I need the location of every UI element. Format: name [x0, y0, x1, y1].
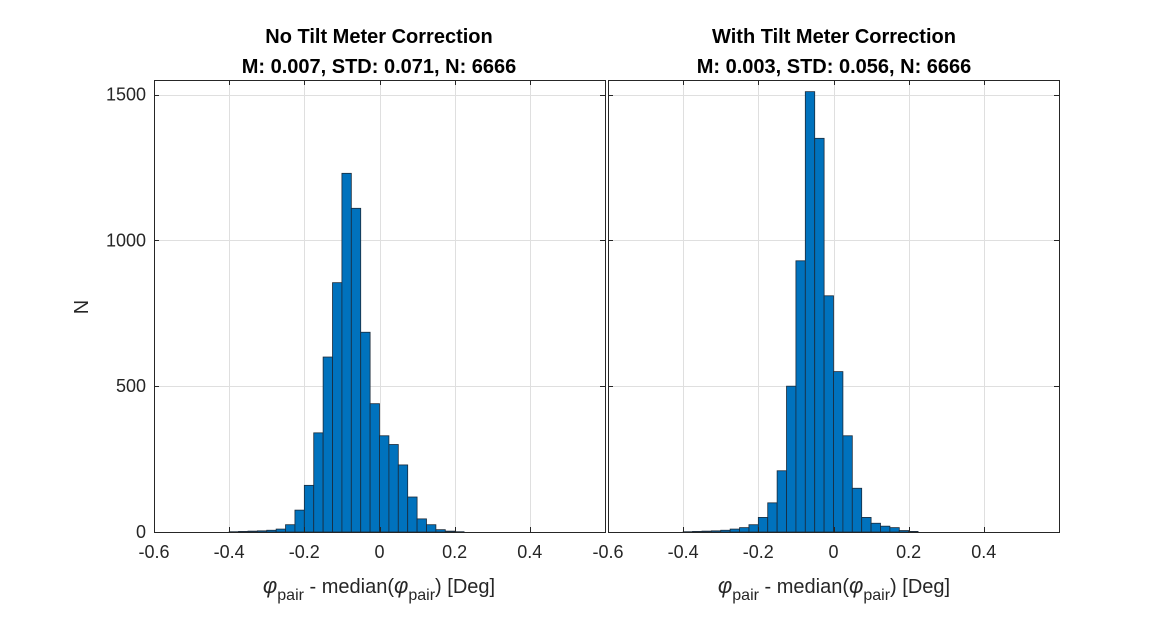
- left-histogram-bar: [444, 530, 456, 533]
- right-histogram-bar: [898, 530, 910, 533]
- left-histogram-bar: [416, 518, 427, 533]
- left-histogram-bar: [247, 530, 258, 533]
- left-histogram-bar: [275, 528, 286, 533]
- right-histogram-bar: [861, 517, 872, 533]
- left-histogram-bar: [397, 464, 409, 533]
- left-y-tick-label: 1000: [106, 230, 146, 250]
- left-y-tick-label: 500: [116, 376, 146, 396]
- right-histogram-bar: [786, 385, 797, 533]
- right-histogram-bar: [720, 529, 731, 533]
- left-histogram-bar: [426, 524, 437, 533]
- right-histogram-bar: [851, 487, 863, 533]
- left-title-line-1: No Tilt Meter Correction: [265, 26, 492, 48]
- left-histogram-bar: [435, 529, 446, 533]
- left-x-tick-label: 0.4: [517, 542, 542, 562]
- right-x-axis-label: φpair - median(φpair) [Deg]: [718, 573, 950, 604]
- left-y-tick-labels: 0 500 1000 1500: [106, 85, 146, 542]
- right-histogram-bar: [776, 470, 787, 533]
- right-x-tick-label: 0: [828, 542, 838, 562]
- left-histogram-bar: [350, 207, 362, 533]
- right-histogram-bar: [908, 531, 919, 533]
- right-histogram-bar: [692, 531, 703, 533]
- right-x-tick-label: -0.2: [743, 542, 774, 562]
- right-x-tick-label: -0.6: [592, 542, 623, 562]
- right-histogram-bar: [889, 527, 900, 533]
- right-histogram-bar: [795, 260, 806, 533]
- right-histogram-bar: [748, 524, 759, 533]
- right-histogram-bar: [729, 528, 740, 533]
- left-histogram-bar: [388, 444, 399, 533]
- right-histogram-bar: [814, 137, 825, 533]
- right-title-line-2: M: 0.003, STD: 0.056, N: 6666: [697, 56, 972, 78]
- left-ticks: [154, 80, 605, 533]
- right-histogram-bar: [880, 525, 891, 533]
- right-histogram-bar: [804, 91, 816, 533]
- left-histogram-bar: [369, 403, 380, 533]
- right-ticks: [608, 80, 1059, 533]
- left-x-tick-label: 0: [374, 542, 384, 562]
- right-histogram-bar: [842, 435, 853, 533]
- left-y-tick-label: 0: [136, 522, 146, 542]
- left-histogram-bar: [266, 529, 277, 533]
- left-histogram-bar: [360, 331, 371, 533]
- left-histogram-bar: [332, 282, 343, 533]
- left-histogram-bar: [303, 484, 315, 533]
- left-histogram-bar: [294, 509, 305, 533]
- left-histogram-bar: [238, 531, 249, 533]
- left-x-tick-label: 0.2: [442, 542, 467, 562]
- right-histogram-bar: [823, 295, 834, 533]
- left-histogram-bar: [285, 524, 296, 533]
- right-histogram-bar: [767, 502, 778, 533]
- right-histogram-bar: [870, 522, 881, 533]
- left-histogram-bar: [407, 496, 418, 533]
- left-x-tick-label: -0.2: [289, 542, 320, 562]
- left-histogram-bar: [341, 172, 352, 533]
- left-x-axis-label: φpair - median(φpair) [Deg]: [263, 573, 495, 604]
- left-x-tick-label: -0.6: [138, 542, 169, 562]
- right-title-line-1: With Tilt Meter Correction: [712, 26, 956, 48]
- right-histogram-bar: [757, 517, 769, 533]
- left-histogram-bar: [313, 432, 324, 533]
- right-histogram-bar: [833, 371, 844, 533]
- left-histogram-bar: [322, 356, 333, 533]
- right-histogram-bar: [739, 527, 750, 533]
- left-grid: [154, 80, 605, 532]
- right-x-tick-labels: -0.6 -0.4 -0.2 0 0.2 0.4: [592, 542, 996, 562]
- right-x-tick-label: -0.4: [668, 542, 699, 562]
- right-x-tick-label: 0.2: [896, 542, 921, 562]
- left-histogram-bar: [256, 530, 268, 533]
- left-x-tick-label: -0.4: [214, 542, 245, 562]
- left-histogram-bar: [379, 435, 390, 533]
- right-x-tick-label: 0.4: [971, 542, 996, 562]
- left-x-tick-labels: -0.6 -0.4 -0.2 0 0.2 0.4: [138, 542, 542, 562]
- right-histogram-bar: [701, 530, 712, 533]
- left-y-tick-label: 1500: [106, 85, 146, 105]
- left-title-line-2: M: 0.007, STD: 0.071, N: 6666: [242, 56, 517, 78]
- right-histogram-bar: [710, 530, 722, 533]
- left-y-axis-label: N: [71, 300, 93, 314]
- left-histogram-panel: No Tilt Meter Correction M: 0.007, STD: …: [71, 26, 606, 604]
- right-histogram-panel: With Tilt Meter Correction M: 0.003, STD…: [592, 26, 1060, 604]
